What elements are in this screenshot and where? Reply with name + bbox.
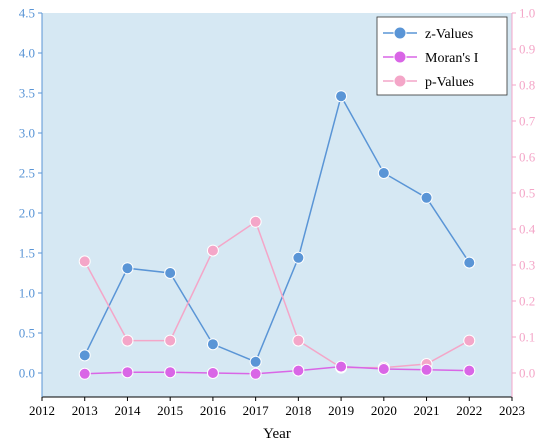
- left-tick-label: 0.0: [19, 366, 35, 381]
- right-tick-label: 0.4: [519, 221, 536, 236]
- moran-s-i-point: [377, 363, 390, 375]
- z-values-line: [84, 94, 470, 363]
- x-axis-title: Year: [263, 426, 291, 442]
- moran-s-i-point: [335, 360, 348, 373]
- z-values-point: [121, 262, 134, 275]
- legend-marker-p-values: [393, 74, 407, 88]
- left-tick-label: 4.5: [19, 6, 35, 21]
- p-values-point: [78, 255, 91, 268]
- z-values-point: [377, 167, 390, 179]
- left-tick-label: 3.0: [19, 126, 35, 141]
- z-values-point: [420, 191, 433, 204]
- x-tick-label: 2019: [328, 403, 354, 418]
- legend-label-z-values: z-Values: [425, 27, 473, 42]
- legend-marker-moran-s-i: [393, 50, 407, 64]
- x-tick-label: 2013: [72, 403, 98, 418]
- z-values-point: [463, 256, 476, 269]
- x-tick-label: 2012: [29, 403, 55, 418]
- p-values-point: [249, 215, 262, 228]
- x-tick-label: 2022: [456, 403, 482, 418]
- z-values-point: [292, 251, 305, 264]
- p-values-point: [206, 244, 219, 257]
- moran-s-i-point: [292, 364, 305, 377]
- right-tick-label: 0.2: [519, 293, 535, 308]
- left-tick-label: 4.0: [19, 46, 35, 61]
- moran-s-i-line: [84, 365, 470, 375]
- p-values-point: [164, 334, 177, 347]
- z-values-point: [164, 267, 177, 279]
- moran-s-i-point: [121, 366, 134, 379]
- left-tick-label: 1.0: [19, 286, 35, 301]
- legend-label-moran-s-i: Moran's I: [425, 51, 479, 66]
- left-tick-label: 2.0: [19, 206, 35, 221]
- moran-s-i-point: [249, 367, 262, 380]
- z-values-point: [249, 355, 262, 368]
- x-tick-label: 2016: [200, 403, 227, 418]
- p-values-line: [84, 220, 470, 369]
- z-values-point: [78, 349, 91, 362]
- moran-s-i-point: [463, 364, 476, 377]
- p-values-point: [463, 334, 476, 347]
- moran-s-i-point: [78, 367, 91, 380]
- moran-s-i-point: [420, 363, 433, 376]
- p-values-point: [121, 334, 134, 347]
- right-tick-label: 0.6: [519, 149, 536, 164]
- x-tick-label: 2021: [414, 403, 440, 418]
- right-tick-label: 0.0: [519, 365, 535, 380]
- x-tick-label: 2020: [371, 403, 397, 418]
- left-tick-label: 2.5: [19, 166, 35, 181]
- z-values-point: [335, 90, 348, 103]
- right-tick-label: 0.9: [519, 41, 535, 56]
- legend-marker-z-values: [393, 26, 407, 40]
- right-tick-label: 0.3: [519, 257, 535, 272]
- x-tick-label: 2017: [243, 403, 270, 418]
- moran-s-i-point: [164, 366, 177, 379]
- right-tick-label: 0.8: [519, 77, 535, 92]
- right-tick-label: 1.0: [519, 6, 535, 21]
- moran-s-i-point: [206, 367, 219, 379]
- right-tick-label: 0.5: [519, 185, 535, 200]
- right-tick-label: 0.1: [519, 329, 535, 344]
- left-tick-label: 1.5: [19, 246, 35, 261]
- x-tick-label: 2023: [499, 403, 525, 418]
- legend-label-p-values: p-Values: [425, 75, 474, 90]
- p-values-point: [292, 334, 305, 347]
- x-tick-label: 2018: [285, 403, 311, 418]
- z-values-point: [206, 338, 219, 351]
- x-tick-label: 2014: [114, 403, 141, 418]
- left-tick-label: 0.5: [19, 326, 35, 341]
- left-tick-label: 3.5: [19, 86, 35, 101]
- legend: z-Values Moran's I p-Values: [376, 16, 508, 96]
- right-tick-label: 0.7: [519, 113, 536, 128]
- x-tick-label: 2015: [157, 403, 183, 418]
